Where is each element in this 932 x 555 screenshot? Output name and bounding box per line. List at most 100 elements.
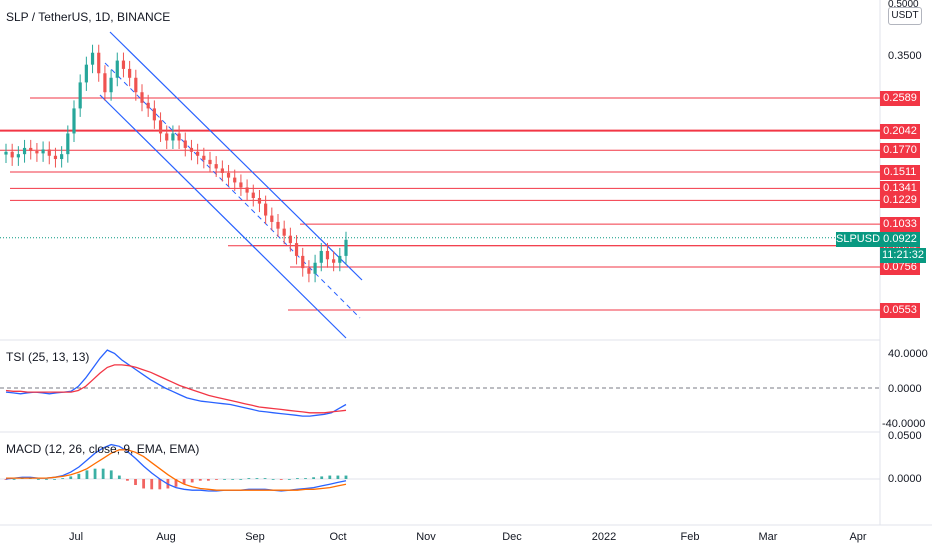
macd-histogram-bar: [109, 470, 113, 479]
macd-histogram-bar: [287, 479, 291, 480]
macd-histogram-bar: [69, 476, 73, 479]
macd-histogram-bar: [53, 479, 56, 480]
candle-body: [152, 108, 156, 121]
x-tick-sep: Sep: [245, 531, 265, 543]
channel-lower-line: [99, 94, 347, 339]
candle-body: [214, 164, 218, 169]
x-tick-nov: Nov: [416, 531, 436, 543]
macd-series-1: [6, 449, 347, 491]
candle-body: [226, 172, 231, 178]
candle-body: [319, 250, 323, 263]
level-tag: 0.1033: [880, 217, 920, 233]
x-tick-2022: 2022: [591, 531, 617, 543]
candle-body: [128, 68, 132, 78]
candle-body: [307, 268, 311, 274]
candle-body: [115, 60, 119, 78]
candle-body: [251, 192, 255, 198]
candle-body: [245, 187, 249, 193]
macd-histogram-bar: [231, 479, 235, 480]
level-tag: 0.2589: [880, 91, 920, 106]
macd-histogram-bar: [198, 479, 202, 481]
macd-histogram-bar: [328, 475, 332, 479]
candle-body: [239, 182, 243, 188]
level-tag: 0.1770: [880, 143, 920, 159]
macd-histogram-bar: [344, 475, 348, 479]
current-price-tag: 0.0922: [880, 232, 920, 247]
candle-body: [332, 259, 336, 263]
candle-body: [257, 197, 262, 204]
macd-histogram-bar: [45, 479, 48, 480]
candle-body: [78, 82, 82, 109]
macd-histogram-bar: [239, 479, 243, 480]
symbol-tag: SLPUSDT: [836, 232, 887, 247]
candle-body: [72, 108, 76, 134]
macd-histogram-bar: [12, 479, 16, 480]
macd-histogram-bar: [320, 476, 324, 479]
macd-histogram-bar: [263, 478, 267, 479]
candle-body: [103, 73, 107, 93]
macd-histogram-bar: [182, 479, 186, 485]
macd-histogram-bar: [4, 479, 8, 480]
macd-histogram-bar: [296, 478, 299, 479]
candle-body: [301, 255, 305, 269]
tsi-tick-neg40: -40.0000: [882, 418, 926, 430]
x-tick-jul: Jul: [68, 531, 84, 543]
candle-body: [97, 52, 101, 74]
macd-histogram-bar: [142, 479, 146, 489]
macd-histogram-bar: [312, 477, 316, 479]
candle-body: [35, 151, 39, 154]
candle-body: [196, 151, 200, 156]
macd-histogram-bar: [174, 479, 178, 487]
macd-histogram-bar: [85, 470, 89, 479]
candle-body: [177, 133, 181, 141]
candle-body: [276, 221, 280, 229]
macd-histogram-bar: [247, 478, 251, 479]
macd-histogram-bar: [126, 479, 129, 481]
candle-body: [4, 151, 8, 155]
y-tick-0.5: 0.5000: [888, 0, 919, 10]
level-tag: 0.0756: [880, 260, 920, 276]
macd-histogram-bar: [223, 479, 226, 480]
macd-histogram-bar: [190, 479, 194, 483]
macd-histogram-bar: [304, 478, 307, 479]
x-tick-aug: Aug: [156, 531, 176, 543]
candle-body: [344, 239, 348, 256]
candle-body: [146, 102, 150, 109]
candle-body: [313, 262, 317, 274]
tsi-pane-title: TSI (25, 13, 13): [6, 350, 90, 364]
candle-body: [16, 154, 20, 158]
macd-histogram-bar: [279, 479, 283, 480]
candle-body: [10, 151, 14, 158]
macd-histogram-bar: [117, 475, 121, 479]
candle-body: [165, 133, 169, 141]
candle-body: [29, 147, 33, 152]
y-tick-0.35: 0.3500: [888, 50, 922, 62]
level-tag: 0.2042: [880, 123, 920, 139]
level-tag: 0.1229: [880, 193, 920, 209]
level-tag: 0.1511: [880, 164, 920, 180]
macd-histogram-bar: [61, 478, 65, 479]
macd-histogram-bar: [271, 479, 275, 480]
candle-body: [183, 140, 187, 148]
x-tick-dec: Dec: [502, 531, 522, 543]
currency-unit-badge[interactable]: USDT: [888, 7, 922, 25]
macd-tick-0: 0.0000: [888, 473, 922, 485]
candle-body: [282, 228, 286, 236]
bar-countdown-tag: 11:21:32: [880, 248, 926, 263]
x-tick-apr: Apr: [849, 531, 867, 543]
x-tick-mar: Mar: [758, 531, 778, 543]
candle-body: [60, 154, 64, 160]
candle-body: [288, 235, 292, 244]
candle-body: [41, 149, 45, 154]
candle-body: [202, 155, 206, 160]
macd-histogram-bar: [134, 479, 137, 486]
candle-body: [158, 120, 163, 134]
macd-histogram-bar: [150, 479, 154, 490]
macd-histogram-bar: [206, 479, 210, 481]
candle-body: [53, 155, 58, 160]
macd-pane-title: MACD (12, 26, close, 9, EMA, EMA): [6, 442, 200, 456]
candle-body: [294, 243, 299, 256]
candle-body: [109, 77, 113, 93]
